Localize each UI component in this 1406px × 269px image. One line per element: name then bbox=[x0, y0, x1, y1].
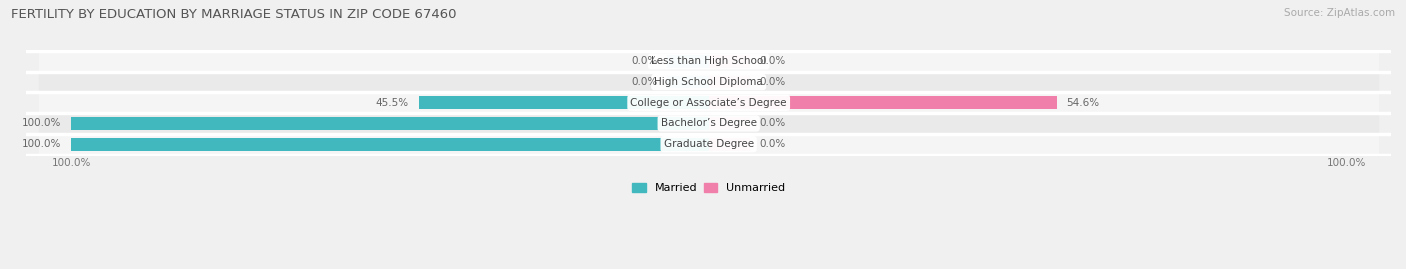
Text: 54.6%: 54.6% bbox=[1066, 98, 1099, 108]
Bar bbox=[39, 113, 1378, 134]
Text: Graduate Degree: Graduate Degree bbox=[664, 139, 754, 149]
Text: 0.0%: 0.0% bbox=[759, 118, 786, 129]
Text: 100.0%: 100.0% bbox=[22, 118, 62, 129]
Text: College or Associate’s Degree: College or Associate’s Degree bbox=[630, 98, 787, 108]
Bar bbox=[39, 72, 1378, 93]
Text: FERTILITY BY EDUCATION BY MARRIAGE STATUS IN ZIP CODE 67460: FERTILITY BY EDUCATION BY MARRIAGE STATU… bbox=[11, 8, 457, 21]
Bar bbox=[709, 96, 1057, 109]
Bar bbox=[709, 76, 751, 89]
Bar bbox=[419, 96, 709, 109]
Text: High School Diploma: High School Diploma bbox=[654, 77, 763, 87]
Text: 0.0%: 0.0% bbox=[759, 77, 786, 87]
Bar bbox=[709, 117, 751, 130]
Bar bbox=[668, 76, 709, 89]
Bar bbox=[709, 55, 751, 68]
Legend: Married, Unmarried: Married, Unmarried bbox=[628, 178, 790, 197]
Text: 45.5%: 45.5% bbox=[375, 98, 409, 108]
Text: 0.0%: 0.0% bbox=[631, 77, 658, 87]
Text: Bachelor’s Degree: Bachelor’s Degree bbox=[661, 118, 756, 129]
Bar bbox=[72, 138, 709, 151]
Bar bbox=[668, 55, 709, 68]
Bar bbox=[72, 117, 709, 130]
Text: Less than High School: Less than High School bbox=[651, 56, 766, 66]
Text: 0.0%: 0.0% bbox=[759, 56, 786, 66]
Text: Source: ZipAtlas.com: Source: ZipAtlas.com bbox=[1284, 8, 1395, 18]
Bar bbox=[709, 138, 751, 151]
Text: 0.0%: 0.0% bbox=[759, 139, 786, 149]
Bar bbox=[39, 51, 1378, 72]
Text: 0.0%: 0.0% bbox=[631, 56, 658, 66]
Bar bbox=[39, 93, 1378, 113]
Text: 100.0%: 100.0% bbox=[22, 139, 62, 149]
Bar bbox=[39, 134, 1378, 155]
